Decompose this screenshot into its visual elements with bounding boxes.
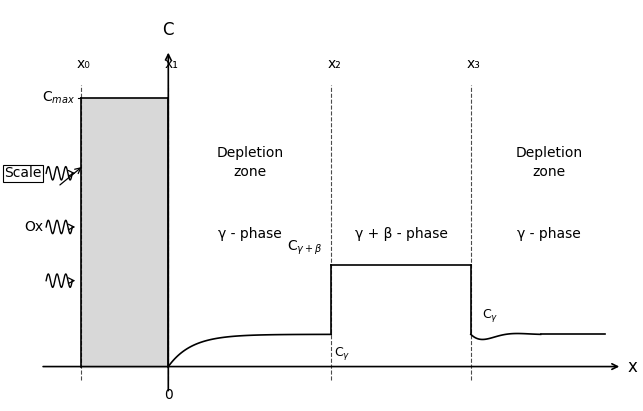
Text: C$_{\gamma + \beta}$: C$_{\gamma + \beta}$ xyxy=(287,238,322,256)
Text: γ - phase: γ - phase xyxy=(218,227,282,241)
Text: Depletion
zone: Depletion zone xyxy=(516,146,583,179)
Text: C$_{\gamma}$: C$_{\gamma}$ xyxy=(482,307,499,323)
Text: x₀: x₀ xyxy=(77,57,91,71)
Text: x: x xyxy=(628,358,638,376)
Text: x₃: x₃ xyxy=(467,57,481,71)
Text: γ + β - phase: γ + β - phase xyxy=(354,227,448,241)
Text: Scale: Scale xyxy=(4,166,42,180)
Text: C$_{\gamma}$: C$_{\gamma}$ xyxy=(334,345,350,362)
Text: Ox: Ox xyxy=(24,220,43,234)
Text: C$_{max}$: C$_{max}$ xyxy=(42,90,75,106)
Text: γ - phase: γ - phase xyxy=(518,227,581,241)
Text: x₁: x₁ xyxy=(164,57,178,71)
Text: Depletion
zone: Depletion zone xyxy=(216,146,284,179)
Text: 0: 0 xyxy=(164,388,173,402)
Text: x₂: x₂ xyxy=(327,57,341,71)
Text: C: C xyxy=(163,21,174,39)
